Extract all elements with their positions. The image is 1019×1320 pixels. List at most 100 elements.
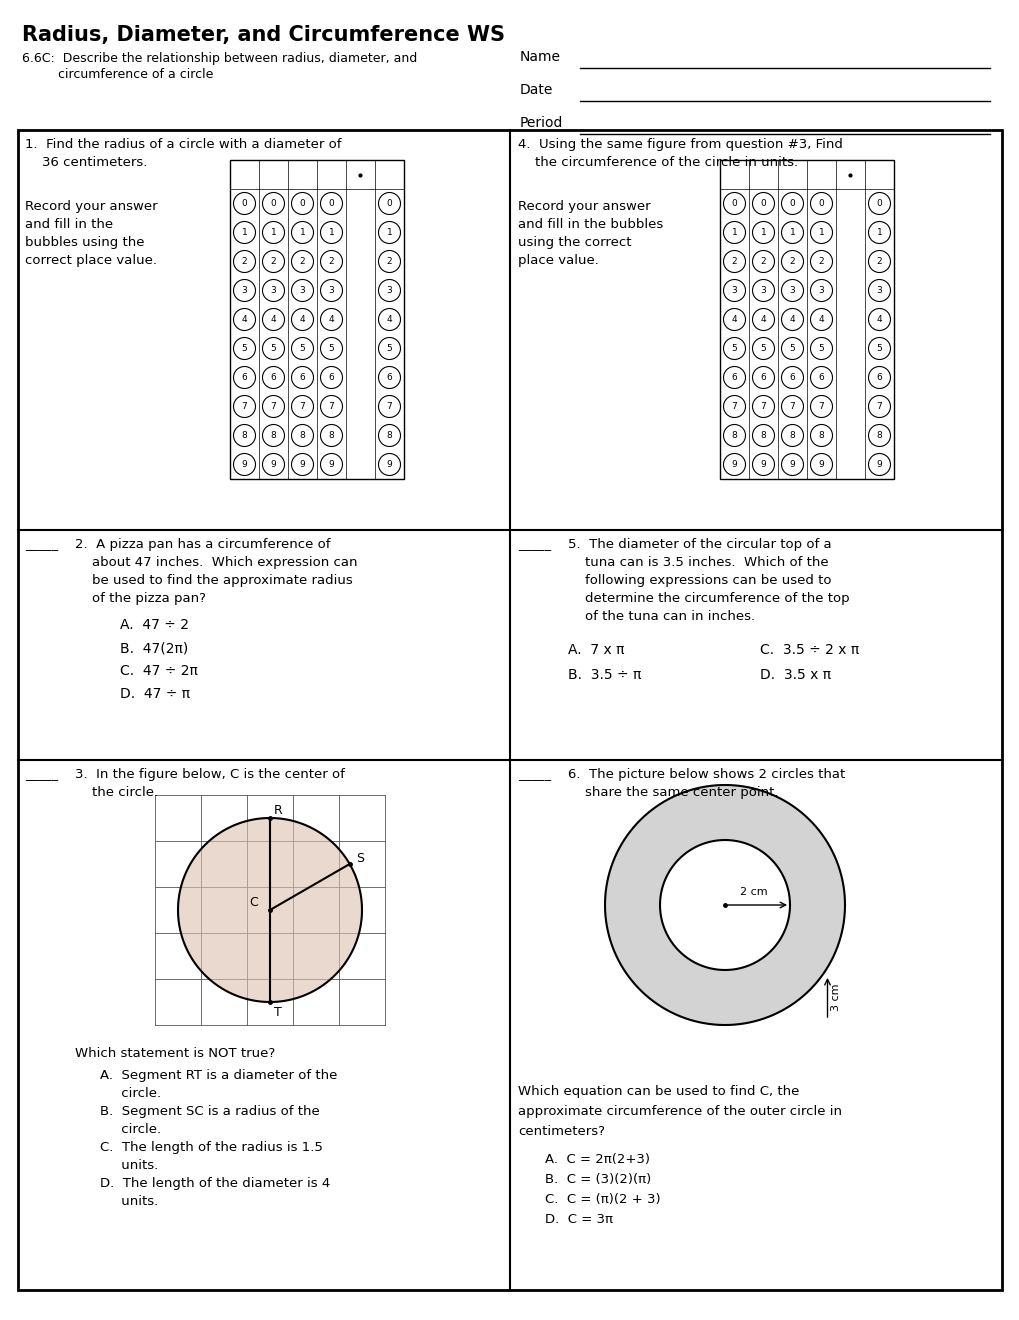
Text: 8: 8 (789, 432, 795, 440)
Text: 2: 2 (270, 257, 276, 267)
Text: 0: 0 (731, 199, 737, 209)
Polygon shape (659, 840, 790, 970)
Text: 5.  The diameter of the circular top of a: 5. The diameter of the circular top of a (568, 539, 830, 550)
Text: 1: 1 (242, 228, 248, 238)
Text: 5: 5 (731, 345, 737, 352)
Text: 2: 2 (300, 257, 305, 267)
Text: 9: 9 (789, 459, 795, 469)
Text: 1: 1 (875, 228, 881, 238)
Text: be used to find the approximate radius: be used to find the approximate radius (75, 574, 353, 587)
Text: 5: 5 (386, 345, 392, 352)
Text: 6.  The picture below shows 2 circles that: 6. The picture below shows 2 circles tha… (568, 768, 845, 781)
Text: 7: 7 (386, 403, 392, 411)
Text: 8: 8 (270, 432, 276, 440)
Text: 5: 5 (270, 345, 276, 352)
Text: 5: 5 (328, 345, 334, 352)
Text: 0: 0 (270, 199, 276, 209)
Text: 1: 1 (818, 228, 823, 238)
Text: 4: 4 (875, 315, 881, 323)
Text: A.  C = 2π(2+3): A. C = 2π(2+3) (544, 1152, 649, 1166)
Text: D.  47 ÷ π: D. 47 ÷ π (120, 686, 190, 701)
Text: 9: 9 (270, 459, 276, 469)
Text: 0: 0 (242, 199, 248, 209)
Text: D.  C = 3π: D. C = 3π (544, 1213, 612, 1226)
Text: 7: 7 (270, 403, 276, 411)
Text: 8: 8 (875, 432, 881, 440)
Text: of the tuna can in inches.: of the tuna can in inches. (568, 610, 754, 623)
Text: units.: units. (100, 1195, 158, 1208)
Text: 7: 7 (875, 403, 881, 411)
Text: Which statement is NOT true?: Which statement is NOT true? (75, 1047, 275, 1060)
Text: 0: 0 (789, 199, 795, 209)
Bar (719, 160, 893, 479)
Text: 9: 9 (818, 459, 823, 469)
Text: 8: 8 (760, 432, 765, 440)
Text: Record your answer: Record your answer (25, 201, 158, 213)
Text: 8: 8 (818, 432, 823, 440)
Text: 2: 2 (328, 257, 334, 267)
Text: 1: 1 (270, 228, 276, 238)
Text: and fill in the: and fill in the (25, 218, 113, 231)
Text: 1: 1 (760, 228, 765, 238)
Text: S: S (356, 853, 364, 866)
Text: 5: 5 (818, 345, 823, 352)
Text: 6: 6 (328, 374, 334, 381)
Text: share the same center point.: share the same center point. (568, 785, 777, 799)
Text: _____: _____ (25, 768, 58, 781)
Text: 9: 9 (760, 459, 765, 469)
Text: 6: 6 (300, 374, 305, 381)
Text: 9: 9 (300, 459, 305, 469)
Text: 3: 3 (875, 286, 881, 294)
Text: approximate circumference of the outer circle in: approximate circumference of the outer c… (518, 1105, 841, 1118)
Text: 3: 3 (760, 286, 765, 294)
Text: 6: 6 (386, 374, 392, 381)
Text: circle.: circle. (100, 1086, 161, 1100)
Text: 8: 8 (300, 432, 305, 440)
Text: 2: 2 (386, 257, 392, 267)
Text: centimeters?: centimeters? (518, 1125, 604, 1138)
Text: 4: 4 (300, 315, 305, 323)
Text: _____: _____ (518, 539, 550, 550)
Text: 7: 7 (242, 403, 248, 411)
Text: Which equation can be used to find C, the: Which equation can be used to find C, th… (518, 1085, 799, 1098)
Text: correct place value.: correct place value. (25, 253, 157, 267)
Text: circumference of a circle: circumference of a circle (22, 69, 213, 81)
Text: _____: _____ (25, 539, 58, 550)
Text: Record your answer: Record your answer (518, 201, 650, 213)
Text: 4: 4 (818, 315, 823, 323)
Text: 6: 6 (760, 374, 765, 381)
Text: 4: 4 (386, 315, 392, 323)
Text: 1: 1 (731, 228, 737, 238)
Text: 6: 6 (818, 374, 823, 381)
Text: C.  C = (π)(2 + 3): C. C = (π)(2 + 3) (544, 1193, 660, 1206)
Bar (18, 129, 1001, 1290)
Text: Radius, Diameter, and Circumference WS: Radius, Diameter, and Circumference WS (22, 25, 504, 45)
Text: 6: 6 (242, 374, 248, 381)
Text: 3: 3 (818, 286, 823, 294)
Text: 5: 5 (789, 345, 795, 352)
Text: 1: 1 (386, 228, 392, 238)
Text: 6: 6 (731, 374, 737, 381)
Text: B.  3.5 ÷ π: B. 3.5 ÷ π (568, 668, 641, 682)
Text: 2: 2 (242, 257, 247, 267)
Text: 7: 7 (300, 403, 305, 411)
Polygon shape (178, 818, 362, 1002)
Text: 6: 6 (270, 374, 276, 381)
Text: 5: 5 (875, 345, 881, 352)
Text: 4: 4 (270, 315, 276, 323)
Text: C.  3.5 ÷ 2 x π: C. 3.5 ÷ 2 x π (759, 643, 858, 657)
Text: 36 centimeters.: 36 centimeters. (25, 156, 147, 169)
Text: C: C (250, 895, 258, 908)
Text: 3: 3 (328, 286, 334, 294)
Text: 4: 4 (328, 315, 334, 323)
Text: units.: units. (100, 1159, 158, 1172)
Text: 1: 1 (300, 228, 305, 238)
Text: A.  Segment RT is a diameter of the: A. Segment RT is a diameter of the (100, 1069, 337, 1082)
Text: 9: 9 (242, 459, 248, 469)
Text: 0: 0 (760, 199, 765, 209)
Text: _____: _____ (518, 768, 550, 781)
Text: 9: 9 (386, 459, 392, 469)
Text: 9: 9 (731, 459, 737, 469)
Text: 7: 7 (818, 403, 823, 411)
Text: B.  Segment SC is a radius of the: B. Segment SC is a radius of the (100, 1105, 319, 1118)
